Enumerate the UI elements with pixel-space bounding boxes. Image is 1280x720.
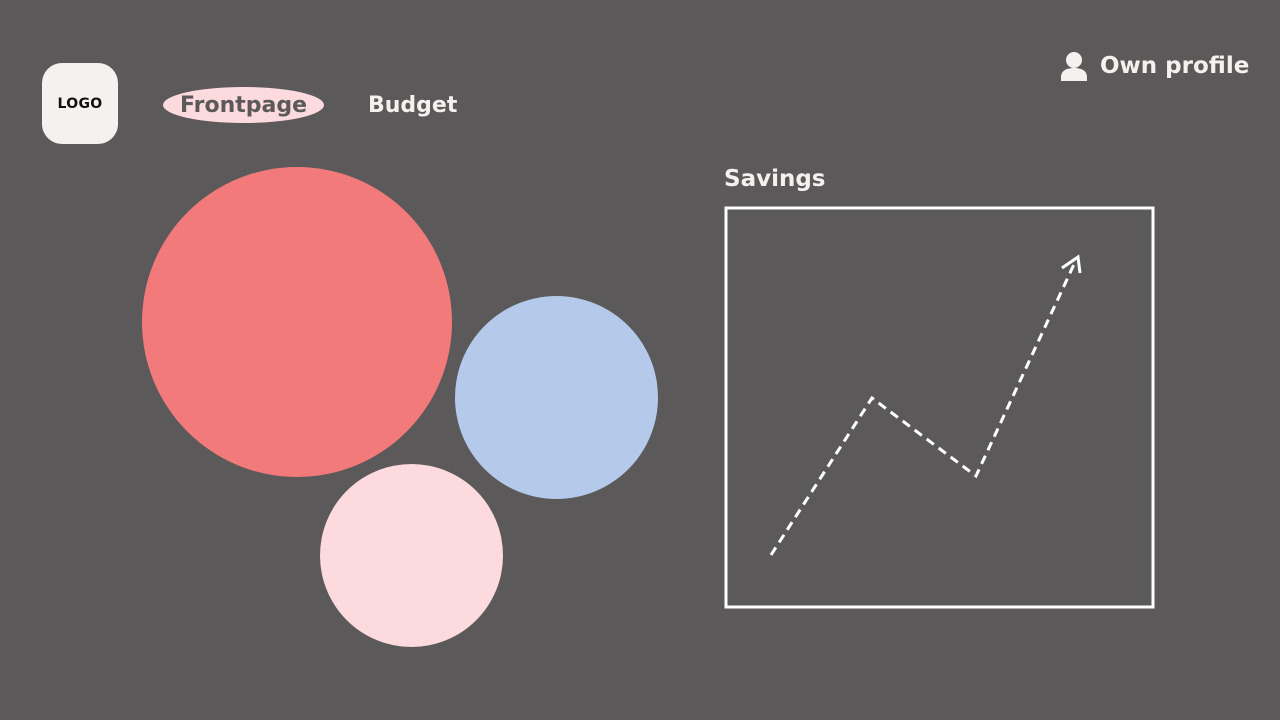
blue-circle: [455, 296, 658, 499]
user-icon-head: [1066, 52, 1082, 68]
savings-chart: [724, 206, 1155, 609]
savings-title: Savings: [724, 166, 826, 192]
user-icon: [1061, 52, 1087, 81]
own-profile-button[interactable]: Own profile: [1060, 48, 1249, 84]
nav-budget-tab[interactable]: Budget: [368, 92, 458, 118]
savings-trend-arrowhead: [1061, 254, 1082, 274]
own-profile-label: Own profile: [1100, 53, 1250, 79]
user-icon-body: [1061, 68, 1087, 81]
savings-trend-line: [769, 259, 1078, 556]
nav-frontpage-tab[interactable]: Frontpage: [163, 87, 324, 123]
pink-circle: [320, 464, 503, 647]
savings-chart-frame: [724, 206, 1155, 609]
logo: LOGO: [42, 63, 118, 144]
large-red-circle: [142, 167, 452, 477]
